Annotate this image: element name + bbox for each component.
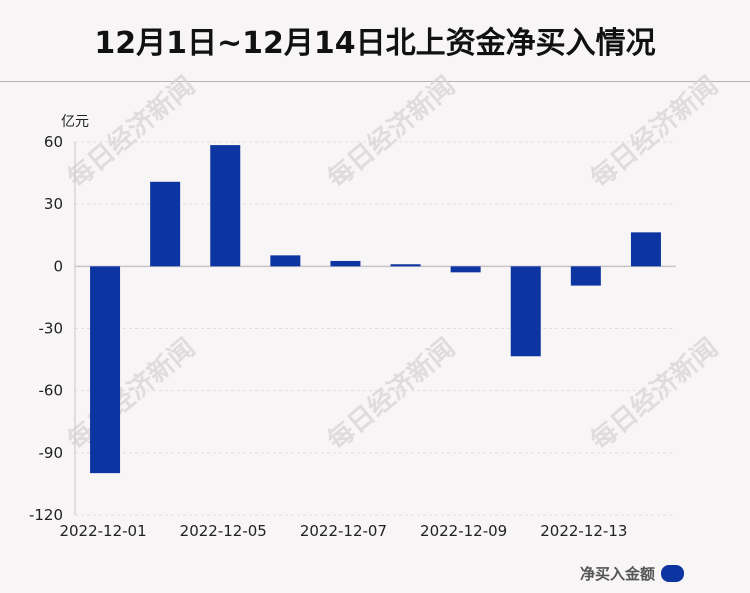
chart-title: 12月1日~12月14日北上资金净买入情况 bbox=[94, 26, 656, 61]
watermark-text: 每日经济新闻 bbox=[62, 70, 201, 194]
y-unit-label: 亿元 bbox=[61, 114, 89, 130]
y-tick-label: 0 bbox=[53, 257, 63, 275]
title-divider bbox=[0, 81, 750, 82]
bar bbox=[150, 181, 181, 267]
bar bbox=[330, 260, 361, 267]
x-tick-label: 2022-12-01 bbox=[59, 522, 146, 540]
watermark-text: 每日经济新闻 bbox=[585, 70, 724, 194]
x-tick-label: 2022-12-07 bbox=[300, 522, 387, 540]
bar bbox=[270, 255, 301, 267]
bar bbox=[90, 266, 121, 474]
y-tick-label: -30 bbox=[39, 320, 64, 338]
bar bbox=[450, 266, 481, 273]
x-tick-label: 2022-12-05 bbox=[180, 522, 267, 540]
bar bbox=[630, 232, 661, 267]
y-tick-label: -120 bbox=[29, 506, 63, 524]
legend-label: 净买入金额 bbox=[579, 565, 655, 583]
watermark-text: 每日经济新闻 bbox=[585, 332, 724, 456]
bar bbox=[510, 266, 541, 357]
y-tick-label: -60 bbox=[39, 382, 64, 400]
watermark-text: 每日经济新闻 bbox=[322, 70, 461, 194]
x-tick-labels: 2022-12-01 2022-12-05 2022-12-07 2022-12-09… bbox=[59, 522, 627, 540]
bar bbox=[570, 266, 601, 286]
legend: 净买入金额 bbox=[580, 563, 684, 584]
y-tick-label: 30 bbox=[44, 195, 63, 213]
y-tick-labels: 60 30 0 -30 -60 -90 -120 bbox=[29, 133, 63, 524]
y-tick-label: 60 bbox=[44, 133, 63, 151]
gridlines bbox=[75, 141, 676, 516]
bar bbox=[210, 145, 241, 267]
bar bbox=[390, 264, 421, 267]
watermark-text: 每日经济新闻 bbox=[322, 332, 461, 456]
legend-swatch bbox=[661, 565, 684, 582]
x-tick-label: 2022-12-09 bbox=[420, 522, 507, 540]
x-tick-label: 2022-12-13 bbox=[540, 522, 627, 540]
watermark-text: 每日经济新闻 bbox=[62, 332, 201, 456]
bars bbox=[90, 145, 661, 474]
y-tick-label: -90 bbox=[39, 444, 64, 462]
